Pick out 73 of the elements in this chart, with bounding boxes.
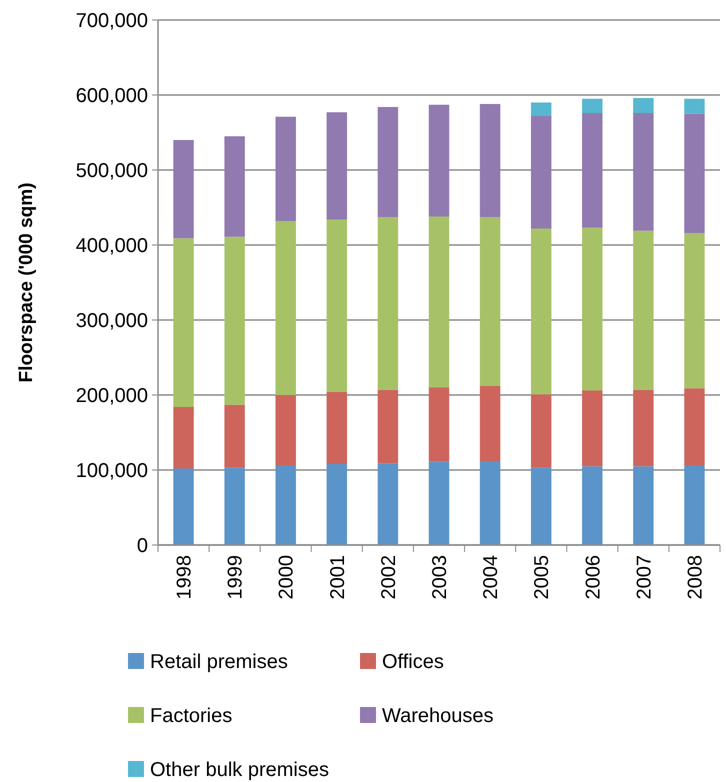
bar xyxy=(582,466,602,545)
bar xyxy=(530,116,552,228)
bar xyxy=(684,114,705,233)
bar xyxy=(378,217,398,390)
bar xyxy=(173,140,194,238)
bar xyxy=(326,464,348,545)
bar xyxy=(480,217,500,386)
x-tick-label: 2006 xyxy=(582,555,604,600)
bar xyxy=(530,228,552,394)
bar xyxy=(633,230,654,390)
bar xyxy=(276,466,296,545)
legend-label: Warehouses xyxy=(382,705,494,727)
bar xyxy=(633,390,654,466)
x-tick-label: 1999 xyxy=(224,555,247,600)
bar xyxy=(276,221,296,395)
bar xyxy=(276,116,296,221)
bar xyxy=(276,395,296,466)
bar xyxy=(224,136,245,237)
bar xyxy=(428,216,450,388)
x-tick-label: 2000 xyxy=(276,555,298,600)
bar xyxy=(173,238,194,407)
bar xyxy=(428,462,450,545)
y-tick-label: 200,000 xyxy=(76,385,148,407)
bar xyxy=(684,388,705,466)
bar xyxy=(173,468,194,545)
y-tick-label: 300,000 xyxy=(76,310,148,332)
bar xyxy=(530,468,552,545)
bar xyxy=(480,386,500,461)
bar xyxy=(530,394,552,468)
bar xyxy=(326,220,348,392)
bar xyxy=(633,113,654,231)
x-tick-label: 2007 xyxy=(633,555,656,600)
bar xyxy=(684,466,705,545)
bar xyxy=(582,228,602,390)
y-tick-label: 400,000 xyxy=(76,235,148,257)
x-tick-label: 2008 xyxy=(684,555,706,600)
bar xyxy=(378,463,398,545)
bar xyxy=(326,392,348,464)
legend-label: Offices xyxy=(382,651,444,673)
bar xyxy=(224,404,245,468)
y-tick-label: 0 xyxy=(136,535,148,557)
bar xyxy=(224,236,245,405)
x-tick-label: 2001 xyxy=(326,555,349,600)
legend-label: Other bulk premises xyxy=(150,759,329,781)
bar xyxy=(582,98,602,113)
bar xyxy=(480,104,500,218)
bar xyxy=(582,113,602,228)
bar xyxy=(480,461,500,545)
bar xyxy=(326,112,348,220)
x-tick-label: 2003 xyxy=(429,555,451,600)
bar xyxy=(684,233,705,388)
y-tick-label: 100,000 xyxy=(76,460,148,482)
legend-label: Retail premises xyxy=(150,651,288,673)
bar xyxy=(428,104,450,216)
bar xyxy=(582,390,602,466)
x-tick-label: 2004 xyxy=(480,555,502,600)
legend-label: Factories xyxy=(150,705,232,727)
bar xyxy=(378,390,398,464)
bar xyxy=(428,388,450,462)
bar xyxy=(173,407,194,468)
y-tick-label: 500,000 xyxy=(76,160,148,182)
y-axis-title: Floorspace ('000 sqm) xyxy=(16,182,37,382)
bar xyxy=(530,102,552,116)
bar xyxy=(378,107,398,218)
y-tick-label: 600,000 xyxy=(76,85,148,107)
x-tick-label: 2002 xyxy=(378,555,400,600)
bar xyxy=(633,98,654,113)
x-tick-label: 2005 xyxy=(531,555,554,600)
bar xyxy=(684,98,705,114)
y-tick-label: 700,000 xyxy=(76,10,148,32)
x-tick-label: 1998 xyxy=(174,555,196,600)
bar xyxy=(633,466,654,545)
bar xyxy=(224,468,245,545)
